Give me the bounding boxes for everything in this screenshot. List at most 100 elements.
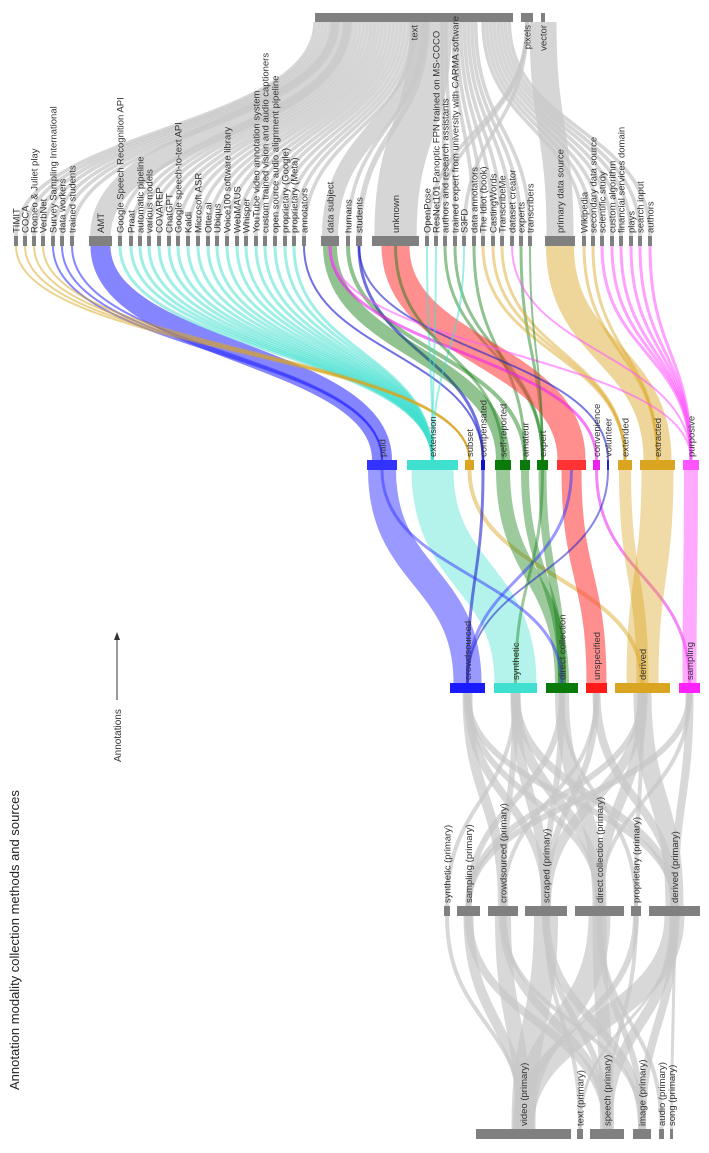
node-am-self-reported [495, 460, 511, 470]
node-label-src-students: students [355, 197, 366, 233]
node-ct-derived [615, 683, 670, 693]
link-mod-text-to-src-gstt [176, 21, 370, 237]
link-src-humans-to-am-amateur [346, 245, 527, 461]
node-am-paid [367, 460, 397, 470]
links-layer [14, 21, 698, 1130]
link-mod-text-to-src-kaldi [186, 21, 373, 237]
node-label-src-kaldi: Kaldi [184, 212, 195, 233]
link-src-annotators-to-am-compensated [303, 245, 484, 461]
node-label-src-data-annotators: data annotators [470, 167, 481, 233]
node-ct-direct [546, 683, 578, 693]
node-src-secondary-ds [591, 236, 595, 246]
link-mod-text-to-src-search-input [503, 21, 642, 237]
link-mod-text-to-src-romeo [32, 21, 325, 237]
node-label-m-video: video (primary) [519, 1063, 530, 1126]
node-label-am-self-reported: self-reported [499, 404, 510, 457]
node-label-src-praat: Praat [127, 210, 138, 233]
node-label-p-derived: derived (primary) [670, 831, 681, 903]
link-src-data-subject-to-am-convenience [328, 245, 598, 461]
node-am-subset [465, 460, 474, 470]
link-mod-text-to-src-verbnet [41, 21, 329, 237]
node-label-m-audio: audio (primary) [657, 1062, 668, 1126]
link-src-primary-ds-to-am-extracted [546, 245, 672, 461]
node-src-romeo [32, 236, 36, 246]
link-src-dataset-creator-to-am-purposive [511, 245, 692, 461]
node-label-src-unknown: unknown [391, 195, 402, 233]
node-src-ytvas [254, 236, 258, 246]
node-label-m-song: song (primary) [667, 1065, 678, 1126]
node-label-src-experts: experts [517, 202, 528, 233]
node-src-students [356, 236, 362, 246]
node-src-data-subject [321, 236, 339, 246]
link-src-experts-to-am-expert [519, 245, 544, 461]
node-label-src-search-input: search input [636, 181, 647, 233]
link-src-authors-to-am-purposive [648, 245, 693, 461]
node-src-experts [519, 236, 523, 246]
node-label-am-compensated: compensated [479, 400, 490, 457]
node-label-src-prop-google: proprietary (Google) [281, 148, 292, 233]
annotations-axis-arrow [114, 632, 120, 640]
node-mod-vector [541, 13, 545, 22]
node-am-extracted [640, 460, 675, 470]
node-src-primary-ds [545, 236, 575, 246]
link-mod-text-to-src-secondary-ds [485, 21, 595, 237]
node-label-src-auto-pipeline: automatic pipeline [136, 156, 147, 233]
link-mod-text-to-src-amt [90, 21, 352, 237]
node-label-src-plays: plays [627, 211, 638, 233]
link-am-compensated-to-ct-crowdsourced [466, 469, 485, 684]
node-src-auto-pipeline [138, 236, 142, 246]
node-label-src-humans: humans [344, 199, 355, 233]
node-label-src-authors: authors [646, 201, 657, 233]
link-am-self-reported-to-ct-direct [496, 469, 569, 684]
node-am-volunteer [607, 460, 609, 470]
node-label-src-castingwords: CastingWords [489, 173, 500, 233]
node-src-amt [89, 236, 112, 246]
link-am-extended-to-ct-derived [619, 469, 649, 684]
link-mod-text-to-src-otter [206, 21, 381, 237]
link-mod-text-to-src-idiot [455, 21, 485, 237]
link-src-prop-meta-to-am-extension [292, 245, 434, 461]
node-label-am-expert: expert [538, 430, 549, 457]
node-label-src-chatgpt: ChatGPT [165, 193, 176, 233]
node-ct-crowdsourced [450, 683, 485, 693]
link-am-unknown-m-to-ct-unspecified [561, 469, 607, 684]
node-label-mod-text: text [410, 25, 421, 41]
link-src-unknown-to-am-self-reported [394, 245, 505, 461]
node-m-song [670, 1129, 673, 1139]
link-mod-text-to-src-authors-assist [440, 21, 447, 237]
node-label-am-amateur: amateur [521, 422, 532, 457]
node-label-p-scraped: scraped (primary) [542, 829, 553, 903]
link-mod-text-to-src-custom-algo [492, 21, 614, 237]
link-am-paid-to-ct-direct [380, 469, 564, 684]
link-mod-text-to-src-prop-meta [292, 21, 414, 237]
link-src-transcribers-to-am-expert [529, 245, 544, 461]
node-label-src-ytvas: YouTube video annotation system [252, 90, 263, 233]
node-label-am-volunteer: volunteer [604, 418, 615, 457]
node-label-ct-synthetic: synthetic [511, 642, 522, 680]
link-mod-text-to-src-chatgpt [167, 21, 366, 237]
node-label-m-speech: speech (primary) [603, 1055, 614, 1126]
node-label-ct-derived: derived [638, 649, 649, 680]
node-label-src-wikipedia: Wikipedia [580, 191, 591, 233]
link-src-data-subject-to-am-self-reported [323, 245, 510, 461]
node-src-whisper [244, 236, 248, 246]
link-mod-text-to-src-custom-trained [263, 21, 403, 237]
link-mod-text-to-src-dataset-creator [466, 21, 514, 237]
node-src-dataworkers [60, 236, 64, 246]
node-label-p-sampling: sampling (primary) [464, 824, 475, 903]
node-label-src-custom-trained: custom trained vision and audio captione… [261, 53, 272, 233]
link-ct-direct-to-p-sampling [465, 692, 565, 907]
node-src-various-models [147, 236, 151, 246]
node-src-gsr [118, 236, 122, 246]
node-am-amateur [520, 460, 530, 470]
node-label-src-data-subject: data subject [326, 181, 337, 233]
node-label-p-proprietary: proprietary (primary) [632, 817, 643, 903]
node-src-praat [129, 236, 133, 246]
link-src-secondary-ds-to-am-extracted [591, 245, 659, 461]
node-label-src-amt: AMT [96, 213, 107, 233]
node-src-transcribeme [500, 236, 504, 246]
link-src-students-to-am-volunteer [358, 245, 609, 461]
link-mod-text-to-src-ubiqus [215, 21, 385, 237]
node-src-scientific [600, 236, 604, 246]
node-label-src-primary-ds: primary data source [556, 149, 567, 233]
